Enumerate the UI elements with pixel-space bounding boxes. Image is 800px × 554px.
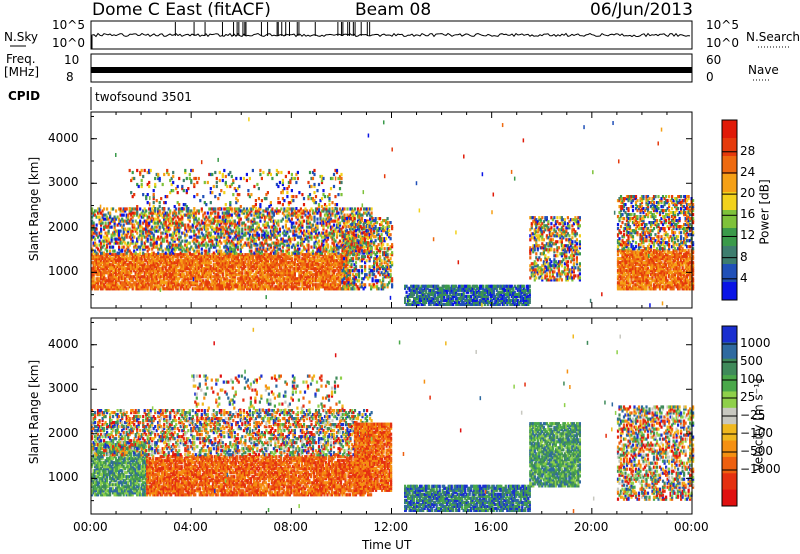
colorbar-tick-label: 28 [740, 143, 756, 158]
nsky-left-tick-top: 10^5 [52, 18, 85, 32]
colorbar-swatch [722, 138, 737, 157]
axes-ticks [90, 112, 693, 514]
velocity-ylabel: Slant Range [km] [27, 359, 42, 465]
velocity-heatmap [90, 317, 695, 515]
beam-title: Beam 08 [355, 0, 432, 20]
xtick-label: 00:00 [674, 520, 709, 534]
xtick-label: 04:00 [173, 520, 208, 534]
freq-left-tick-top: 10 [64, 53, 80, 67]
xtick-label: 16:00 [473, 520, 509, 534]
cpid-value: twofsound 3501 [95, 90, 192, 104]
power-colorbar [721, 119, 738, 301]
echo-region-6 [529, 422, 581, 488]
echo-region-5 [404, 484, 531, 512]
colorbar-tick-label: 8 [740, 249, 748, 264]
colorbar-swatch [722, 228, 737, 247]
colorbar-frame [721, 119, 738, 301]
echo-region-0 [91, 253, 351, 291]
freq-unit-label: [MHz] [4, 65, 40, 79]
strip-traces [10, 22, 790, 81]
ytick-label: 2000 [48, 425, 79, 440]
date-title: 06/Jun/2013 [590, 0, 693, 20]
echo-region-4 [353, 422, 393, 492]
ytick-label: 1000 [48, 264, 79, 279]
colorbar-swatch [722, 440, 737, 458]
echo-region-4 [404, 284, 531, 306]
colorbar-swatch [722, 264, 737, 283]
echo-region-5 [529, 216, 581, 282]
freq-label: Freq. [6, 52, 36, 66]
colorbar-tick-label: −100 [740, 426, 773, 440]
colorbar-swatch [722, 342, 737, 360]
colorbar-swatch [722, 391, 737, 409]
nsky-right-tick-bottom: 10^0 [706, 36, 739, 50]
echo-region-6 [616, 249, 695, 291]
freq-right-tick-bottom: 0 [706, 70, 714, 84]
echo-region-1 [91, 207, 373, 255]
colorbar-swatch [722, 489, 737, 507]
velocity-colorbar [721, 325, 738, 507]
colorbar-swatch [722, 424, 737, 442]
colorbar-tick-label: −500 [740, 444, 773, 458]
power-colorbar-label: Power [dB] [757, 179, 772, 245]
colorbar-swatch [722, 156, 737, 175]
power-ylabel: Slant Range [km] [27, 156, 42, 262]
echo-region-3 [341, 217, 394, 291]
colorbar-tick-label: 4 [740, 270, 748, 285]
nsky-trace [90, 32, 691, 38]
nsky-right-tick-top: 10^5 [706, 18, 739, 32]
nave-label: Nave [748, 63, 779, 77]
ytick-label: 3000 [48, 381, 79, 396]
colorbar-swatch [722, 456, 737, 474]
nsky-left-tick-bottom: 10^0 [52, 36, 85, 50]
colorbar-tick-label: −25 [740, 408, 766, 422]
colorbar-swatch [722, 375, 737, 392]
colorbar-tick-label: 12 [740, 228, 756, 243]
colorbar-swatch [722, 358, 737, 376]
colorbar-swatch [722, 192, 737, 211]
ytick-label: 4000 [48, 130, 79, 145]
xtick-label: 08:00 [273, 520, 308, 534]
colorbar-tick-label: 500 [740, 354, 763, 368]
colorbar-swatch [722, 282, 737, 301]
colorbar-swatch [722, 120, 737, 139]
colorbar-tick-label: 24 [740, 164, 756, 179]
echo-region-7 [616, 405, 695, 501]
ytick-label: 1000 [48, 470, 79, 485]
time-xlabel: Time UT [362, 538, 412, 552]
xtick-label: 20:00 [573, 520, 609, 534]
freq-band [91, 67, 692, 73]
echo-region-3 [191, 374, 344, 412]
freq-right-tick-top: 60 [706, 53, 722, 67]
nsky-label: N.Sky [4, 30, 39, 44]
cpid-label: CPID [8, 89, 41, 103]
colorbar-swatch [722, 174, 737, 193]
xtick-label: 00:00 [73, 520, 108, 534]
colorbar-swatch [722, 473, 737, 491]
echo-region-2 [128, 168, 343, 211]
colorbar-tick-label: −1000 [740, 462, 781, 476]
nsky-panel-frame [90, 20, 693, 50]
station-title: Dome C East (fitACF) [92, 0, 271, 20]
nsearch-label: N.Search [746, 30, 800, 44]
colorbar-tick-label: 16 [740, 207, 756, 222]
colorbar-tick-label: 100 [740, 372, 763, 386]
colorbar-swatch [722, 210, 737, 229]
xtick-label: 12:00 [373, 520, 409, 534]
ytick-label: 3000 [48, 175, 79, 190]
colorbar-tick-label: 1000 [740, 336, 771, 350]
echo-region-1 [146, 455, 373, 497]
colorbar-tick-label: 20 [740, 186, 756, 201]
ytick-label: 4000 [48, 336, 79, 351]
echo-region-2 [91, 409, 373, 457]
colorbar-tick-label: 25 [740, 390, 756, 404]
colorbar-swatch [722, 326, 737, 343]
echo-region-7 [616, 195, 695, 251]
freq-left-tick-bottom: 8 [66, 70, 74, 84]
colorbar-swatch [722, 246, 737, 265]
ytick-label: 2000 [48, 219, 79, 234]
power-heatmap [90, 111, 695, 309]
